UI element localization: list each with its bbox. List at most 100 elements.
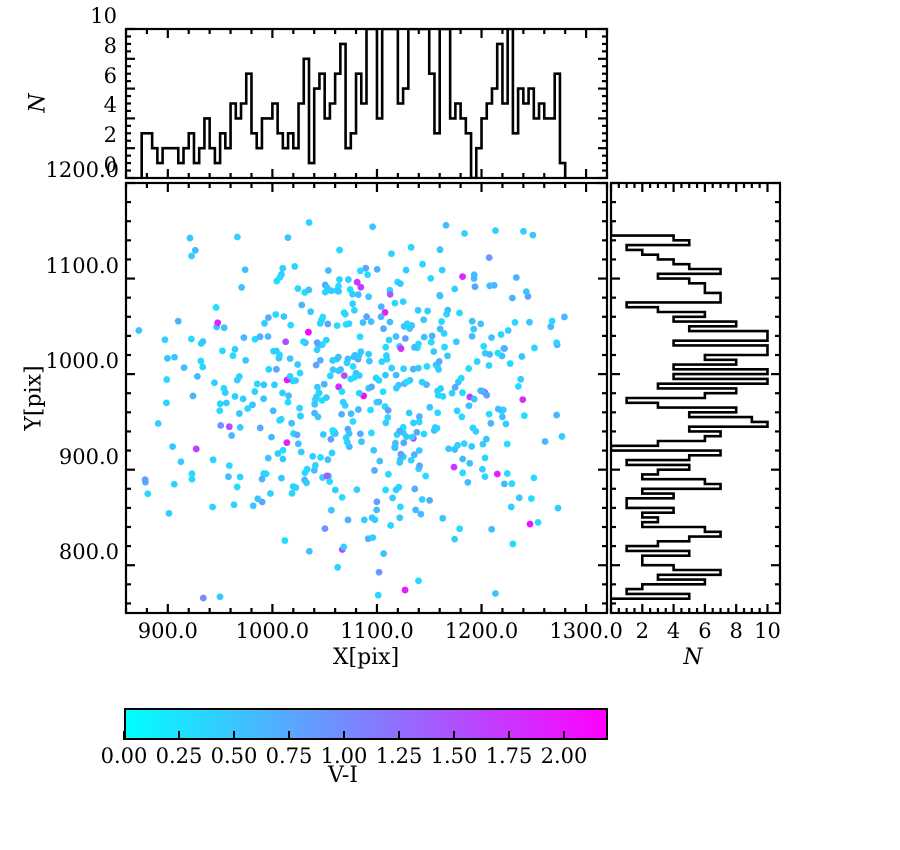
scatter-point [194, 373, 201, 380]
scatter-point [400, 365, 407, 372]
scatter-point [280, 447, 287, 454]
scatter-point [395, 484, 402, 491]
scatter-point [482, 473, 489, 480]
scatter-point [358, 438, 365, 445]
scatter-point [402, 335, 409, 342]
scatter-point [289, 490, 296, 497]
scatter-point [341, 372, 348, 379]
scatter-point [214, 319, 221, 326]
scatter-point [380, 550, 387, 557]
scatter-point [382, 487, 389, 494]
scatter-point [325, 267, 332, 274]
scatter-point [230, 352, 237, 359]
scatter-point [416, 447, 423, 454]
scatter-point [144, 490, 151, 497]
scatter-point [228, 432, 235, 439]
scatter-point [372, 516, 379, 523]
scatter-point [408, 244, 415, 251]
scatter-point [488, 334, 495, 341]
scatter-point [392, 300, 399, 307]
scatter-point [375, 592, 382, 599]
scatter-point [357, 267, 364, 274]
scatter-point [175, 318, 182, 325]
scatter-point [261, 320, 268, 327]
scatter-point [507, 360, 514, 367]
scatter-point [357, 333, 364, 340]
scatter-point [452, 384, 459, 391]
scatter-point [382, 419, 389, 426]
scatter-point [294, 361, 301, 368]
scatter-point [412, 506, 419, 513]
scatter-point [378, 313, 385, 320]
scatter-point [403, 378, 410, 385]
scatter-point [424, 308, 431, 315]
scatter-point [482, 455, 489, 462]
scatter-point [305, 287, 312, 294]
scatter-point [451, 536, 458, 543]
main-ytick-label: 1200.0 [46, 158, 119, 182]
scatter-point [437, 293, 444, 300]
scatter-point [504, 441, 511, 448]
scatter-point [285, 392, 292, 399]
scatter-point [223, 400, 230, 407]
scatter-point [492, 590, 499, 597]
scatter-point [197, 358, 204, 365]
scatter-point [498, 331, 505, 338]
scatter-point [424, 363, 431, 370]
scatter-point [486, 411, 493, 418]
scatter-point [382, 344, 389, 351]
scatter-point [426, 404, 433, 411]
scatter-point [486, 254, 493, 261]
scatter-point [282, 338, 289, 345]
colorbar-tick-label: 1.25 [376, 744, 423, 768]
scatter-point [428, 339, 435, 346]
scatter-point [259, 476, 266, 483]
scatter-point [459, 389, 466, 396]
scatter-point [221, 324, 228, 331]
scatter-point [397, 451, 404, 458]
top-histogram-ylabel: N [26, 93, 51, 112]
scatter-point [334, 564, 341, 571]
scatter-point [329, 450, 336, 457]
scatter-point [294, 431, 301, 438]
colorbar-tick-mark [288, 731, 290, 740]
colorbar-tick-label: 0.75 [266, 744, 313, 768]
scatter-point [350, 363, 357, 370]
scatter-point [217, 593, 224, 600]
scatter-point [393, 333, 400, 340]
scatter-point [434, 409, 441, 416]
scatter-point [178, 458, 185, 465]
scatter-point [295, 440, 302, 447]
scatter-point [368, 430, 375, 437]
scatter-point [155, 420, 162, 427]
scatter-point [309, 453, 316, 460]
main-xtick-label: 900.0 [138, 619, 198, 643]
scatter-point [276, 351, 283, 358]
scatter-point [515, 383, 522, 390]
scatter-point [411, 486, 418, 493]
scatter-point [260, 381, 267, 388]
main-xtick-label: 1000.0 [236, 619, 309, 643]
scatter-point [439, 267, 446, 274]
scatter-point [296, 405, 303, 412]
scatter-point [486, 351, 493, 358]
scatter-point [459, 469, 466, 476]
scatter-point [317, 320, 324, 327]
scatter-point [213, 304, 220, 311]
colorbar-tick-mark [508, 731, 510, 740]
scatter-point [508, 504, 515, 511]
scatter-point [324, 285, 331, 292]
scatter-point [285, 234, 292, 241]
scatter-point [512, 319, 519, 326]
scatter-point [288, 420, 295, 427]
scatter-point [500, 345, 507, 352]
scatter-point [349, 291, 356, 298]
scatter-point [350, 418, 357, 425]
scatter-point [135, 327, 142, 334]
main-xlabel: X[pix] [333, 645, 399, 670]
colorbar-tick-label: 2.00 [541, 744, 588, 768]
scatter-point [287, 322, 294, 329]
scatter-point [193, 446, 200, 453]
scatter-point [466, 402, 473, 409]
scatter-point [535, 519, 542, 526]
